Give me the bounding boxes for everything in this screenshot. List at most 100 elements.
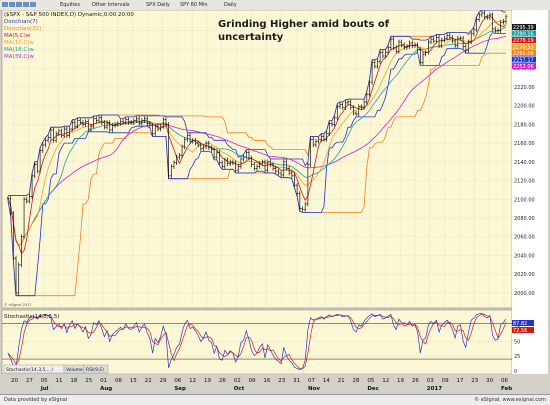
x-month-label: Feb: [501, 386, 512, 392]
price-bar: [97, 115, 101, 123]
price-bar: [52, 127, 55, 143]
price-bar: [322, 134, 326, 142]
price-bar: [113, 122, 117, 128]
price-bar: [368, 79, 371, 97]
legend-ma-10: MA(10,C)w: [4, 40, 34, 46]
link-icon[interactable]: [16, 2, 22, 7]
price-bar: [49, 127, 53, 140]
price-bar: [202, 144, 205, 152]
price-bar: [212, 147, 216, 160]
price-bar: [453, 38, 457, 49]
price-bar: [159, 123, 162, 132]
price-tag-value: 2252.06: [513, 64, 534, 70]
price-bar: [207, 140, 211, 151]
footer-copyright: © eSignal, www.esignal.com: [474, 397, 546, 403]
x-day-label: 12: [189, 378, 196, 384]
settings-icon[interactable]: [30, 2, 36, 7]
price-tag-value: 2278.19: [513, 38, 534, 44]
price-bar: [352, 105, 355, 116]
toolbar-spy-60min[interactable]: SPY 60 Min: [180, 2, 208, 8]
price-bar: [186, 133, 189, 142]
price-bar: [336, 104, 339, 121]
x-day-label: 16: [263, 378, 270, 384]
price-bar: [328, 121, 331, 137]
x-month-label: 2017: [427, 386, 442, 392]
new-chart-icon[interactable]: [2, 2, 8, 7]
price-bar: [14, 255, 18, 296]
price-bar: [180, 144, 184, 158]
price-bar: [143, 116, 146, 123]
tab-volume-label: Volume: [66, 367, 83, 373]
price-bar: [89, 123, 93, 132]
price-bar: [408, 40, 411, 49]
price-bar: [472, 27, 476, 36]
price-bars: [6, 10, 508, 296]
legend-ma-18: MA(18,C)w: [4, 47, 34, 53]
toolbar-equities[interactable]: Equities: [60, 2, 80, 8]
price-bar: [378, 49, 382, 64]
stochastic-tags: 87.82 72.56: [512, 320, 534, 334]
price-bar: [341, 102, 344, 110]
x-day-label: 12: [382, 378, 389, 384]
price-bar: [194, 137, 197, 146]
price-bar: [349, 99, 352, 110]
x-day-label: 06: [174, 378, 181, 384]
footer-data-credit: Data provided by eSignal: [4, 397, 68, 403]
stoch-d-tag: [512, 327, 534, 333]
price-bar: [30, 173, 34, 199]
price-bar: [381, 49, 385, 59]
price-bar: [242, 154, 245, 162]
price-bar: [121, 119, 125, 125]
toolbar-buttons[interactable]: [2, 2, 37, 8]
price-tag-value: 2257.17: [513, 58, 534, 64]
price-bar: [499, 19, 502, 34]
price-bar: [295, 182, 299, 196]
y-tick-label: 2180.00: [514, 122, 535, 128]
y-tick-label: 2220.00: [514, 85, 535, 91]
price-bar: [170, 164, 173, 179]
price-bar: [95, 116, 98, 123]
price-bar: [480, 10, 484, 18]
watermark: © eSignal 2017: [4, 303, 32, 307]
x-day-label: 19: [204, 378, 211, 384]
price-bar: [84, 119, 87, 127]
price-bar: [285, 159, 288, 171]
y-tick-label: 2060.00: [514, 235, 535, 241]
toolbar-other-intervals[interactable]: Other Intervals: [92, 2, 130, 8]
price-bar: [435, 34, 438, 44]
stochastic-lines: [7, 312, 507, 370]
price-bar: [12, 210, 15, 261]
legend-donchian-7: Donchian(7): [4, 19, 38, 25]
price-bar: [20, 234, 23, 268]
price-bar: [148, 121, 152, 128]
x-day-label: 15: [130, 378, 137, 384]
price-bar: [483, 10, 486, 20]
price-bar: [261, 159, 264, 167]
y-tick-label: 2080.00: [514, 216, 535, 222]
price-panel: [1, 10, 513, 309]
x-month-label: Nov: [308, 386, 320, 392]
y-tick-label: 2160.00: [514, 141, 535, 147]
stoch-tick-label: 25: [514, 354, 520, 360]
price-bar: [250, 155, 253, 167]
price-bar: [226, 157, 229, 167]
x-day-label: 09: [249, 378, 256, 384]
x-month-label: Oct: [234, 386, 245, 392]
time-axis: [2, 374, 548, 394]
price-bar: [65, 126, 69, 138]
tab-rsi[interactable]: [83, 364, 109, 374]
status-bar: Data provided by eSignal © eSignal, www.…: [0, 394, 550, 405]
toolbar-daily[interactable]: Daily: [224, 2, 237, 8]
price-bar: [167, 122, 170, 179]
toolbar-spx-daily[interactable]: SPX Daily: [146, 2, 170, 8]
price-bar: [325, 131, 328, 142]
price-bar: [9, 195, 12, 216]
price-bar: [41, 142, 45, 153]
price-bar: [140, 118, 144, 126]
price-chart[interactable]: 2000.00 2020.00 2040.00 2060.00 2080.00 2100.…: [0, 10, 550, 394]
draw-icon[interactable]: [23, 2, 29, 7]
price-bar: [389, 36, 393, 50]
print-icon[interactable]: [9, 2, 15, 7]
price-bar: [60, 128, 63, 138]
price-bar: [263, 159, 267, 173]
